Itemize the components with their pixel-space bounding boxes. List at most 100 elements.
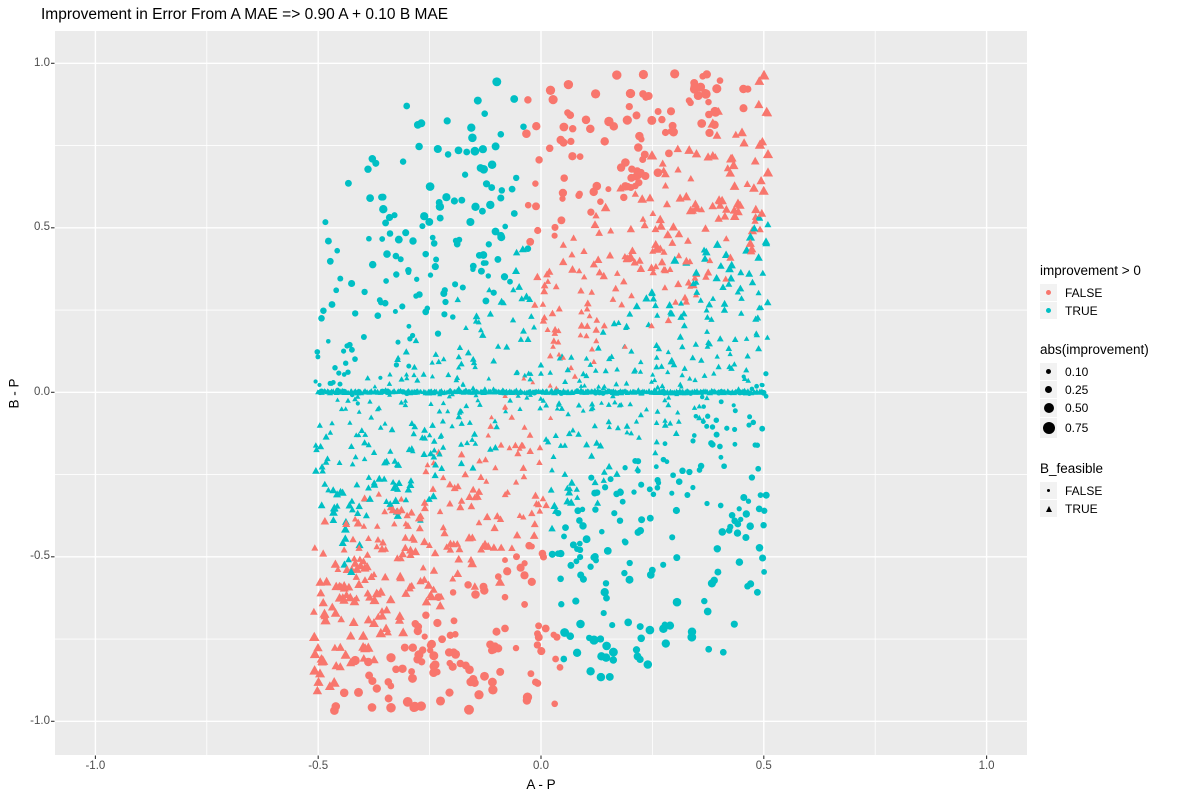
data-point <box>724 425 730 431</box>
data-point <box>540 397 547 403</box>
data-point <box>593 489 601 496</box>
data-point <box>420 212 429 221</box>
data-point <box>625 102 633 111</box>
data-point <box>328 301 336 308</box>
data-point <box>559 138 568 147</box>
data-point <box>456 659 465 668</box>
data-point <box>322 219 329 226</box>
data-point <box>703 307 710 313</box>
data-point <box>425 182 435 191</box>
legend-title-abs-improvement: abs(improvement) <box>1040 342 1149 357</box>
data-point <box>361 439 369 446</box>
data-point <box>424 462 431 468</box>
data-point <box>354 579 364 588</box>
data-point <box>558 405 565 411</box>
data-point <box>405 269 412 276</box>
data-point <box>433 256 440 263</box>
data-point <box>472 318 480 324</box>
data-point <box>734 288 741 295</box>
data-point <box>605 462 613 470</box>
data-point <box>414 513 424 522</box>
data-point <box>719 648 727 656</box>
data-point <box>350 655 360 666</box>
data-point <box>609 122 619 131</box>
data-point <box>526 431 534 438</box>
data-point <box>705 339 712 345</box>
data-point <box>486 200 495 210</box>
data-point <box>666 107 676 116</box>
data-point <box>335 397 340 402</box>
data-point <box>408 643 417 652</box>
data-point <box>422 250 429 258</box>
data-point <box>717 502 724 509</box>
data-point <box>321 576 332 586</box>
data-point <box>314 349 321 355</box>
data-point <box>470 266 476 272</box>
data-point <box>592 367 599 373</box>
data-point <box>319 608 330 618</box>
data-point <box>573 558 580 565</box>
data-point <box>557 216 566 225</box>
data-point <box>537 361 545 368</box>
data-point <box>471 493 479 501</box>
data-point <box>587 361 594 367</box>
data-point <box>518 245 527 253</box>
data-point <box>527 577 536 586</box>
data-point <box>616 402 623 408</box>
data-point <box>642 294 651 302</box>
data-point <box>473 392 479 398</box>
data-point <box>709 424 716 430</box>
data-point <box>526 237 535 246</box>
data-point <box>617 488 623 494</box>
dot-glyph-icon <box>1046 308 1051 313</box>
data-point <box>429 651 439 661</box>
data-point <box>555 305 563 312</box>
data-point <box>759 554 767 562</box>
data-point <box>513 553 520 561</box>
data-point <box>622 465 628 471</box>
data-point <box>398 664 407 674</box>
data-point <box>730 620 738 628</box>
data-point <box>352 356 358 362</box>
data-point <box>446 394 452 399</box>
data-point <box>754 253 763 261</box>
data-point <box>459 284 466 291</box>
data-point <box>536 459 543 465</box>
data-point <box>482 456 489 463</box>
data-point <box>506 444 513 451</box>
data-point <box>696 403 702 409</box>
data-point <box>732 441 738 447</box>
data-point <box>340 560 349 568</box>
data-point <box>420 371 427 377</box>
data-point <box>521 376 527 381</box>
data-point <box>402 402 409 408</box>
data-point <box>646 486 653 493</box>
data-point <box>603 547 612 555</box>
data-point <box>333 502 341 509</box>
data-point <box>318 463 326 470</box>
data-point <box>586 124 595 134</box>
data-point <box>596 384 602 389</box>
data-point <box>605 672 614 681</box>
data-point <box>472 312 481 320</box>
legend-key-dot-icon <box>1040 399 1057 417</box>
data-point <box>672 506 681 515</box>
data-point <box>386 230 394 237</box>
data-point <box>558 601 565 608</box>
data-point <box>395 571 405 580</box>
data-point <box>429 485 437 492</box>
data-point <box>327 602 337 611</box>
data-point <box>460 381 466 386</box>
data-point <box>377 424 384 430</box>
data-point <box>684 492 691 498</box>
data-point <box>510 286 517 293</box>
data-point <box>432 351 439 357</box>
data-point <box>514 449 522 457</box>
data-point <box>317 382 322 387</box>
legend-item: FALSE <box>1040 482 1149 499</box>
data-point <box>715 363 722 370</box>
data-point <box>571 373 578 379</box>
legend-item-label: FALSE <box>1065 285 1103 300</box>
data-point <box>313 379 318 384</box>
data-point <box>361 456 368 462</box>
